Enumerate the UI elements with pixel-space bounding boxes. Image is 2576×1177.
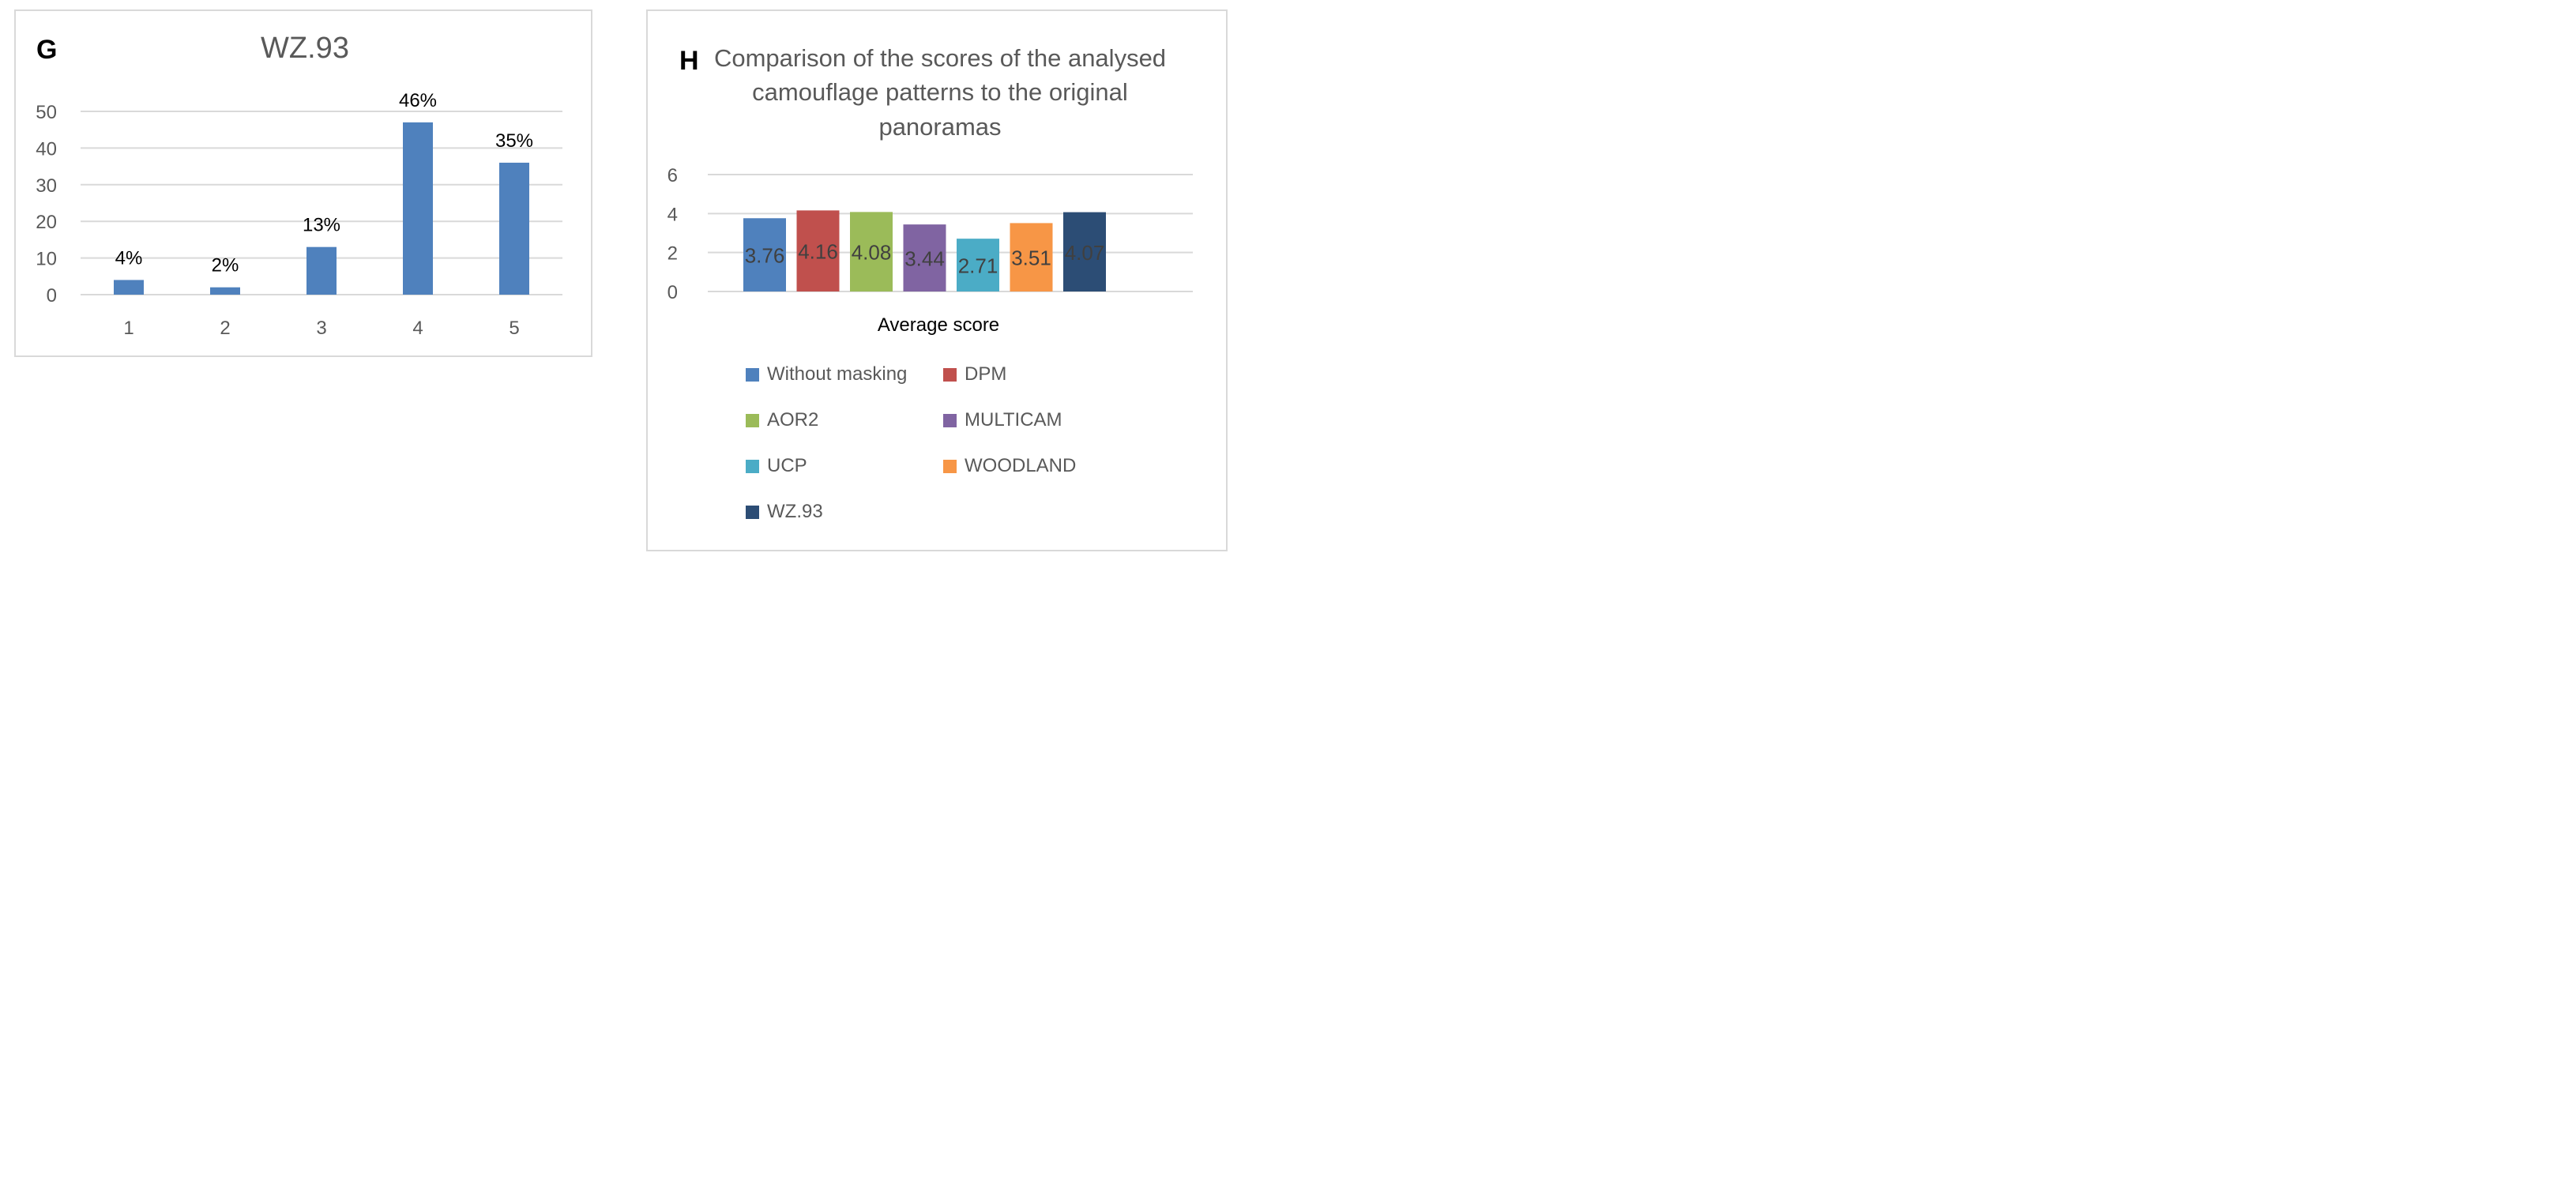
legend-label: DPM <box>965 363 1007 385</box>
legend-item: DPM <box>943 363 1006 385</box>
bar-g <box>114 280 144 295</box>
data-label-h: 2.71 <box>958 254 998 278</box>
legend-swatch <box>746 505 759 519</box>
data-label-h: 4.07 <box>1065 241 1105 265</box>
y-tick-label-h: 6 <box>668 165 678 186</box>
chart-title-g: WZ.93 <box>261 32 349 65</box>
data-label-h: 3.76 <box>745 244 785 268</box>
y-tick-label-g: 30 <box>36 175 57 197</box>
y-tick-label-g: 50 <box>36 102 57 123</box>
bar-g <box>499 162 529 295</box>
bar-h <box>796 210 840 291</box>
legend-swatch <box>943 367 957 382</box>
legend-swatch <box>746 367 759 382</box>
legend-label: WZ.93 <box>767 501 823 522</box>
y-tick-label-g: 40 <box>36 138 57 160</box>
legend-item: MULTICAM <box>943 409 1062 431</box>
x-axis-label-h: Average score <box>878 314 999 336</box>
bar-h <box>850 212 893 291</box>
bar-h <box>1010 223 1053 291</box>
legend-swatch <box>746 413 759 427</box>
data-label-g: 35% <box>495 130 533 152</box>
data-label-g: 2% <box>212 255 239 276</box>
legend-item: Without masking <box>746 363 907 385</box>
legend-swatch <box>943 459 957 473</box>
legend-item: WOODLAND <box>943 455 1076 477</box>
bar-chart-h: 0 2 4 6 3.76 4.16 4.08 3.44 2.71 3.51 4.07 Average … <box>668 165 1193 336</box>
bar-chart-g: 0 10 20 30 40 50 4% 1 2% 2 13% 3 46% 4 35% 5 <box>36 90 562 339</box>
x-tick-label-g: 2 <box>220 318 230 339</box>
bar-h <box>1063 212 1106 291</box>
bar-h <box>957 239 999 291</box>
x-tick-label-g: 1 <box>123 318 134 339</box>
y-tick-label-g: 10 <box>36 249 57 270</box>
data-label-h: 3.44 <box>904 247 945 271</box>
bar-h <box>743 218 786 291</box>
data-label-h: 3.51 <box>1011 246 1051 270</box>
y-tick-label-h: 4 <box>668 204 678 225</box>
legend-item: AOR2 <box>746 409 818 431</box>
legend-item: UCP <box>746 455 807 477</box>
data-label-g: 46% <box>399 90 437 111</box>
legend-label: WOODLAND <box>965 455 1077 476</box>
data-label-h: 4.16 <box>798 240 838 264</box>
chart-panel-h: H Comparison of the scores of the analys… <box>646 9 1228 551</box>
chart-title-h: Comparison of the scores of the analysed… <box>713 44 1167 141</box>
bar-g <box>210 287 240 295</box>
y-tick-label-h: 2 <box>668 243 678 265</box>
data-label-g: 4% <box>115 247 143 269</box>
x-tick-label-g: 4 <box>412 318 423 339</box>
x-tick-label-g: 5 <box>509 318 519 339</box>
panel-letter-h: H <box>679 46 699 76</box>
legend-label: AOR2 <box>767 409 819 431</box>
y-tick-label-g: 20 <box>36 212 57 233</box>
panel-letter-g: G <box>36 35 58 65</box>
legend-label: UCP <box>767 455 807 476</box>
legend-swatch <box>746 459 759 473</box>
bar-g <box>403 122 433 295</box>
data-label-g: 13% <box>303 215 340 236</box>
y-tick-label-g: 0 <box>47 285 57 306</box>
data-label-h: 4.08 <box>852 241 892 265</box>
bar-h <box>903 224 946 291</box>
legend-label: MULTICAM <box>965 409 1062 431</box>
legend-label: Without masking <box>767 363 908 385</box>
legend-swatch <box>943 413 957 427</box>
legend-item: WZ.93 <box>746 501 823 523</box>
x-tick-label-g: 3 <box>316 318 326 339</box>
bar-g <box>306 246 337 295</box>
chart-panel-g: G WZ.93 0 10 20 30 40 50 4% 1 2% 2 13% 3 46% 4 35% 5 <box>14 9 592 357</box>
y-tick-label-h: 0 <box>668 282 678 303</box>
